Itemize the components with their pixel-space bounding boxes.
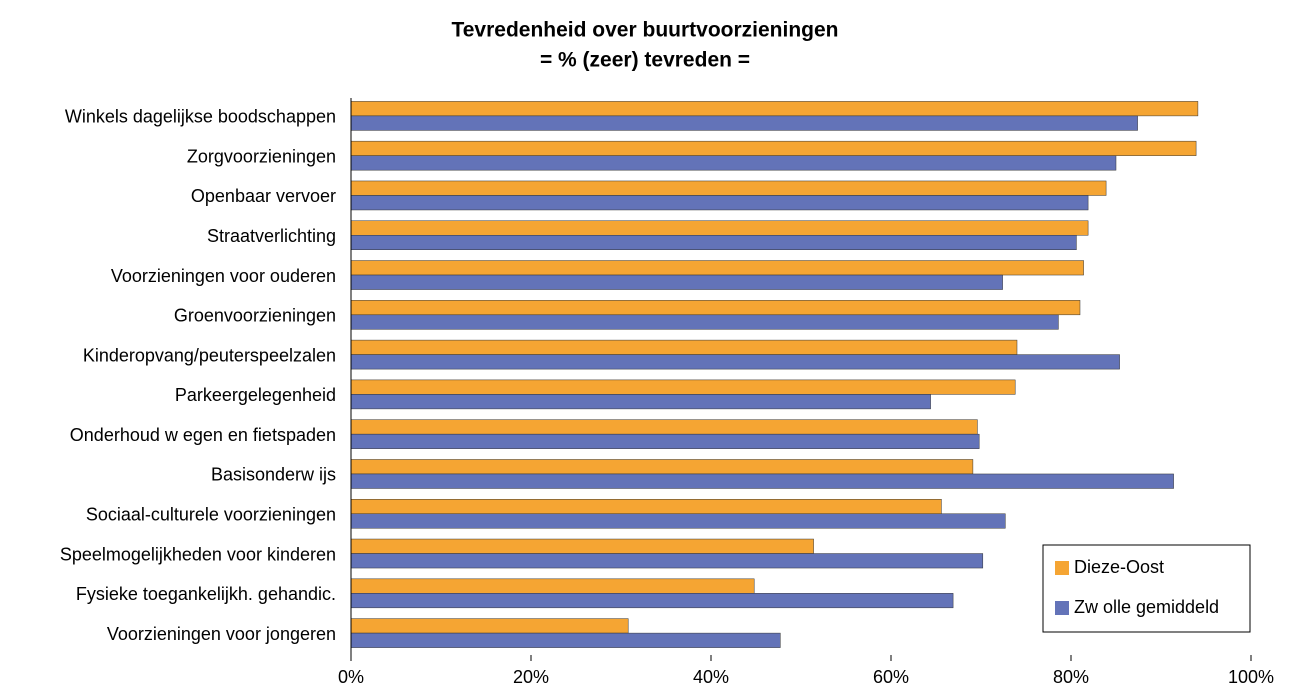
bar bbox=[350, 354, 1120, 370]
bar bbox=[350, 220, 1089, 236]
legend-box bbox=[1042, 544, 1251, 633]
y-tick-label: Parkeergelegenheid bbox=[175, 385, 336, 405]
x-tick-label: 40% bbox=[693, 667, 729, 687]
bar bbox=[350, 394, 931, 410]
y-tick-label: Kinderopvang/peuterspeelzalen bbox=[83, 345, 336, 365]
x-tick-label: 60% bbox=[873, 667, 909, 687]
y-tick-label: Straatverlichting bbox=[207, 226, 336, 246]
y-tick-label: Basisonderw ijs bbox=[211, 465, 336, 485]
y-tick-label: Fysieke toegankelijkh. gehandic. bbox=[76, 584, 336, 604]
bar bbox=[350, 538, 814, 554]
legend-swatch bbox=[1055, 601, 1069, 615]
bar bbox=[350, 274, 1003, 290]
legend-label: Zw olle gemiddeld bbox=[1074, 597, 1219, 617]
y-tick-label: Winkels dagelijkse boodschappen bbox=[65, 107, 336, 127]
bar bbox=[350, 260, 1084, 276]
bar bbox=[350, 195, 1089, 211]
x-tick-label: 100% bbox=[1228, 667, 1274, 687]
bar bbox=[350, 101, 1199, 117]
y-tick-label: Voorzieningen voor jongeren bbox=[107, 624, 336, 644]
y-tick-label: Groenvoorzieningen bbox=[174, 306, 336, 326]
bar bbox=[350, 339, 1018, 355]
bar bbox=[350, 300, 1081, 316]
bar bbox=[350, 419, 978, 435]
legend-swatch bbox=[1055, 561, 1069, 575]
bar bbox=[350, 180, 1107, 196]
bar bbox=[350, 433, 980, 449]
bar bbox=[350, 618, 629, 634]
bar bbox=[350, 155, 1117, 171]
x-tick-label: 0% bbox=[338, 667, 364, 687]
chart-title: Tevredenheid over buurtvoorzieningen bbox=[451, 19, 838, 42]
bar bbox=[350, 314, 1059, 330]
bar bbox=[350, 499, 942, 514]
y-tick-label: Voorzieningen voor ouderen bbox=[111, 266, 336, 286]
x-tick-label: 20% bbox=[513, 667, 549, 687]
y-tick-label: Speelmogelijkheden voor kinderen bbox=[60, 544, 336, 564]
bar bbox=[350, 473, 1174, 489]
bar bbox=[350, 553, 984, 569]
bar bbox=[350, 578, 755, 594]
bar bbox=[350, 632, 781, 648]
y-tick-label: Sociaal-culturele voorzieningen bbox=[86, 505, 336, 525]
bar bbox=[350, 235, 1077, 250]
chart-subtitle: = % (zeer) tevreden = bbox=[540, 49, 750, 72]
bar bbox=[350, 513, 1006, 529]
y-tick-label: Openbaar vervoer bbox=[191, 186, 336, 206]
bar bbox=[350, 140, 1197, 156]
bar bbox=[350, 115, 1138, 131]
y-tick-label: Zorgvoorzieningen bbox=[187, 146, 336, 166]
bar bbox=[350, 379, 1016, 395]
x-tick-label: 80% bbox=[1053, 667, 1089, 687]
y-tick-label: Onderhoud w egen en fietspaden bbox=[70, 425, 336, 445]
bar bbox=[350, 593, 954, 609]
legend-label: Dieze-Oost bbox=[1074, 557, 1164, 577]
bar bbox=[350, 459, 974, 475]
